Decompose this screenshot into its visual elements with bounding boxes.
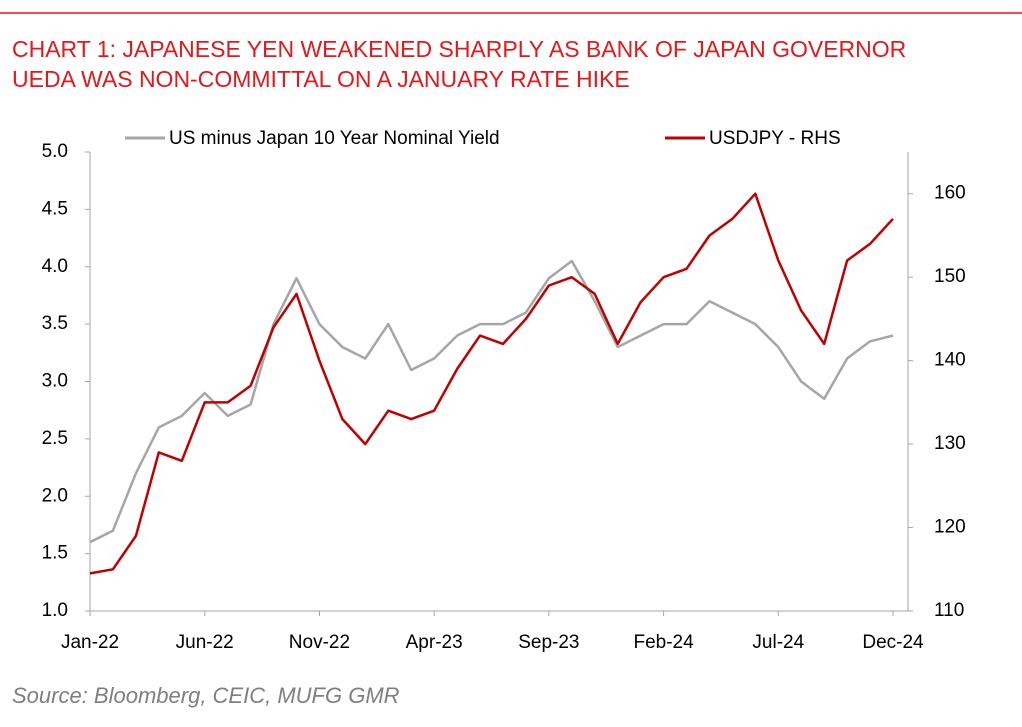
x-tick-label: Jan-22 [61,632,119,653]
x-tick-label: Sep-23 [518,632,579,653]
legend-label: USDJPY - RHS [709,128,841,149]
y2-tick-label: 150 [934,266,966,287]
x-tick-label: Feb-24 [633,632,694,653]
y2-tick-label: 110 [934,600,964,621]
y-tick-label: 3.5 [42,313,68,334]
x-tick-label: Nov-22 [289,632,350,653]
y-tick-label: 1.5 [42,543,68,564]
legend-label: US minus Japan 10 Year Nominal Yield [169,128,500,149]
y2-tick-label: 130 [934,433,966,454]
series-line [89,192,894,575]
y-tick-label: 4.5 [42,198,68,219]
x-tick-label: Apr-23 [406,632,463,653]
y-tick-label: 3.0 [42,371,68,392]
y2-tick-label: 140 [934,350,966,371]
y-tick-label: 1.0 [42,600,68,621]
y-tick-label: 5.0 [42,141,68,162]
y2-tick-label: 160 [934,183,966,204]
series-line [89,259,894,544]
y-tick-label: 4.0 [42,256,68,277]
source-note: Source: Bloomberg, CEIC, MUFG GMR [12,683,400,708]
x-tick-label: Jul-24 [752,632,804,653]
y2-tick-label: 120 [934,517,966,538]
x-tick-label: Jun-22 [176,632,234,653]
x-tick-label: Dec-24 [862,632,924,653]
y-tick-label: 2.5 [42,428,68,449]
y-tick-label: 2.0 [42,485,68,506]
chart-title: CHART 1: JAPANESE YEN WEAKENED SHARPLY A… [12,36,907,92]
